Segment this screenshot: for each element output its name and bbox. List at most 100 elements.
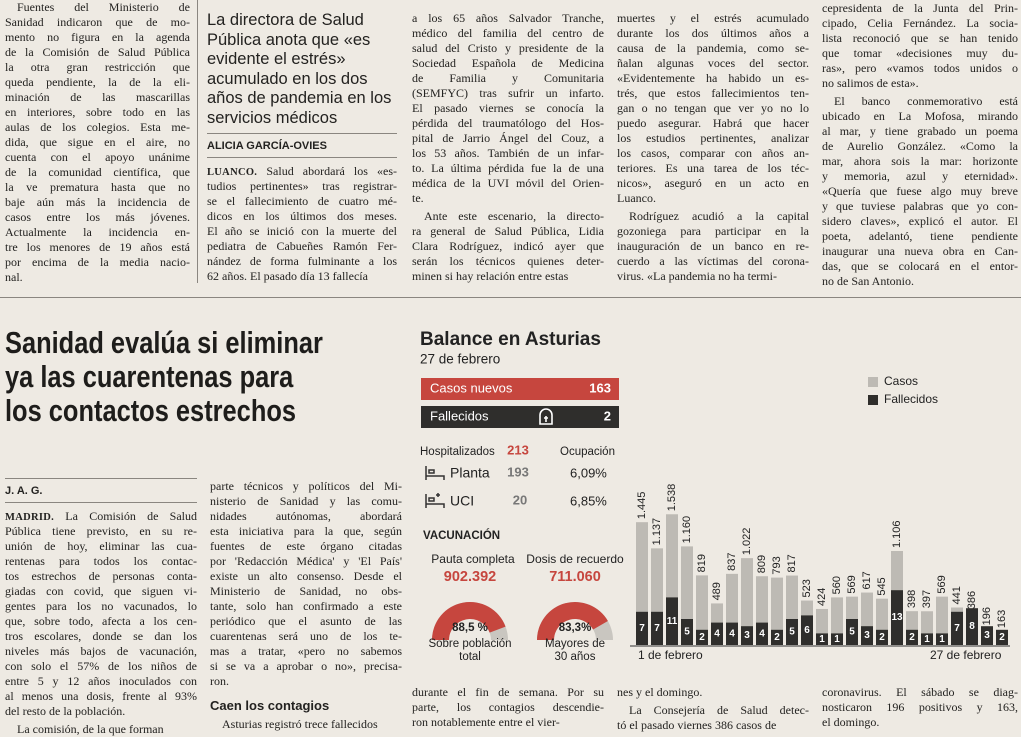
bar-deaths: [786, 619, 798, 645]
text: al menos una dosis, frente al 93%: [5, 689, 197, 703]
text-line: del resto de la población.: [5, 703, 197, 719]
icu-value: 20: [513, 492, 527, 507]
text-line: de la Comisión de Salud Pública: [5, 44, 190, 60]
text: cuerdo a las víctimas del corona-: [617, 254, 809, 268]
text: das, que se colocará en el entor-: [822, 259, 1018, 273]
text-line: existe un alto consenso. Desde el: [210, 568, 402, 584]
text-line: tudios pertinentes» tras registrar-: [207, 178, 397, 194]
bar-deaths-label: 5: [849, 627, 855, 638]
text: ras», pero «vamos todos unidos o: [822, 61, 1018, 75]
text-line: giadas con covid, que siguen vi-: [5, 583, 197, 599]
info-title: Balance en Asturias: [420, 329, 601, 350]
text-line: de Familia y Comunitaria: [412, 70, 604, 86]
dateline: LUANCO.: [207, 167, 258, 178]
text: dida, que sigue en el aire, no: [5, 135, 190, 149]
bar-label: 560: [831, 576, 843, 594]
bar-deaths-label: 3: [864, 630, 870, 641]
text: ra general de Salud Pública, Lidia: [412, 224, 604, 238]
text: salud del Cristo y presidente de la: [412, 41, 604, 55]
text: en interiores, sobre todo en las: [5, 105, 190, 119]
text-line: 62 años. El pasado día 13 fallecía: [207, 268, 397, 284]
bar-label: 1.160: [681, 516, 693, 544]
bar-deaths-label: 5: [684, 627, 690, 638]
text: Rodríguez acudió a la capital: [629, 209, 809, 223]
text: los 53 años. También de un infar-: [412, 146, 604, 160]
gauge-caption: Sobre población: [428, 638, 511, 650]
legend-swatch: [868, 377, 878, 387]
section-rule: [0, 297, 1021, 298]
text: to. La última pérdida fue la de una: [412, 161, 604, 175]
text-line: médico del familia del centro de: [412, 25, 604, 41]
bar-label: 1.445: [636, 492, 648, 520]
text: cipado, Celia Fernández. La socia-: [822, 16, 1018, 30]
text-line: cuerdo a las víctimas del corona-: [617, 253, 809, 269]
subheading: Caen los contagios: [210, 698, 330, 713]
text: «Quería que fuese algo muy breve: [822, 184, 1018, 198]
x-axis-label: 27 de febrero: [930, 648, 1002, 662]
text: pérdida del traumatólogo del Hos-: [412, 116, 604, 130]
deck-line: La directora de Salud: [207, 11, 364, 29]
text-line: serán los técnicos quienes deter-: [412, 253, 604, 269]
text-line: queda pendiente, la de la eli-: [5, 74, 190, 90]
text-line: baje aún más la incidencia de: [5, 194, 190, 210]
text: «Evidentemente ha habido un es-: [617, 71, 809, 85]
text-line: dida, que sigue en el aire, no: [5, 134, 190, 150]
text-line: al mar, y tiene grabado un poema: [822, 123, 1018, 139]
text-line: puedo asegurar. Habrá que hacer: [617, 115, 809, 131]
bar-deaths-label: 11: [667, 616, 678, 627]
text-line: a los 65 años Salvador Tranche,: [412, 10, 604, 26]
text: nández de forma fulminante a los: [207, 254, 397, 268]
ward-value: 193: [507, 464, 529, 479]
text: serán los técnicos quienes deter-: [412, 254, 604, 268]
text: causa de la pandemia, como se-: [617, 41, 809, 55]
text: nicos», aseguró en un acto en: [617, 176, 809, 190]
text-line: Ministerio de Sanidad, no obs-: [210, 583, 402, 599]
text: El año se inició con la muerte del: [207, 224, 397, 238]
text: poeta, adelantó, tiene pendiente: [822, 229, 1018, 243]
text: inaugurar una nueva obra en Can-: [822, 244, 1018, 258]
gauge-label: Pauta completa: [431, 552, 515, 566]
bar-deaths: [981, 626, 993, 645]
text-line: salud del Cristo y presidente de la: [412, 40, 604, 56]
bar-deaths: [801, 615, 813, 645]
text-line: nicos», aseguró en un acto en: [617, 175, 809, 191]
bar-deaths-label: 1: [924, 634, 930, 645]
text-line: los estudios pertinentes, analizar: [617, 130, 809, 146]
headline: ya las cuarentenas para: [5, 359, 294, 394]
bar-cases: [741, 558, 753, 645]
text-line: parte, los contagios descendie-: [412, 699, 604, 715]
text-line: ñalan algunas voces del sector.: [617, 55, 809, 71]
text-line: la otra gran restricción que: [5, 59, 190, 75]
text: minen si hay relación entre estas: [412, 269, 569, 283]
bar-deaths-label: 7: [639, 623, 645, 634]
text: esta iniciativa para la que, según: [210, 524, 402, 538]
text-line: parte técnicos y políticos del Mi-: [210, 478, 402, 494]
text-line: esta iniciativa para la que, según: [210, 523, 402, 539]
gauge-value: 83,3%: [559, 622, 592, 634]
text-line: tros escolares, donde se dan los: [5, 628, 197, 644]
text-line: lista reconoció que se han tenido: [822, 30, 1018, 46]
text-line: por 'Redacción Médica' y 'El País': [210, 553, 402, 569]
legend-swatch: [868, 395, 878, 405]
text: El pasado viernes se conocía la: [412, 101, 604, 115]
byline: J. A. G.: [5, 485, 43, 497]
text-line: con solo el 57% de los niños de: [5, 658, 197, 674]
bar-deaths-label: 3: [744, 630, 750, 641]
text-line: Sociedad Española de Medicina: [412, 55, 604, 71]
bar-deaths: [921, 633, 933, 645]
gauge-count: 902.392: [444, 569, 496, 585]
text: nisterio de Sanidad y las comu-: [210, 494, 402, 508]
text: nes y el domingo.: [617, 685, 703, 699]
text-line: por encima de la media nacio-: [5, 254, 190, 270]
text-line: muertes y el estrés acumulado: [617, 10, 809, 26]
text-line: entre 5 y 12 años inoculados con: [5, 673, 197, 689]
text: baje aún más la incidencia de: [5, 195, 190, 209]
text: Ministerio de Sanidad, no obs-: [210, 584, 402, 598]
text-line: ron.: [210, 673, 402, 689]
bar-deaths-label: 7: [954, 623, 960, 634]
byline-rule: [207, 133, 397, 134]
text: entre 5 y 12 años inoculados con: [5, 674, 197, 688]
text: Sociedad Española de Medicina: [412, 56, 604, 70]
text-line: cepresidenta de la Junta del Prin-: [822, 0, 1018, 16]
